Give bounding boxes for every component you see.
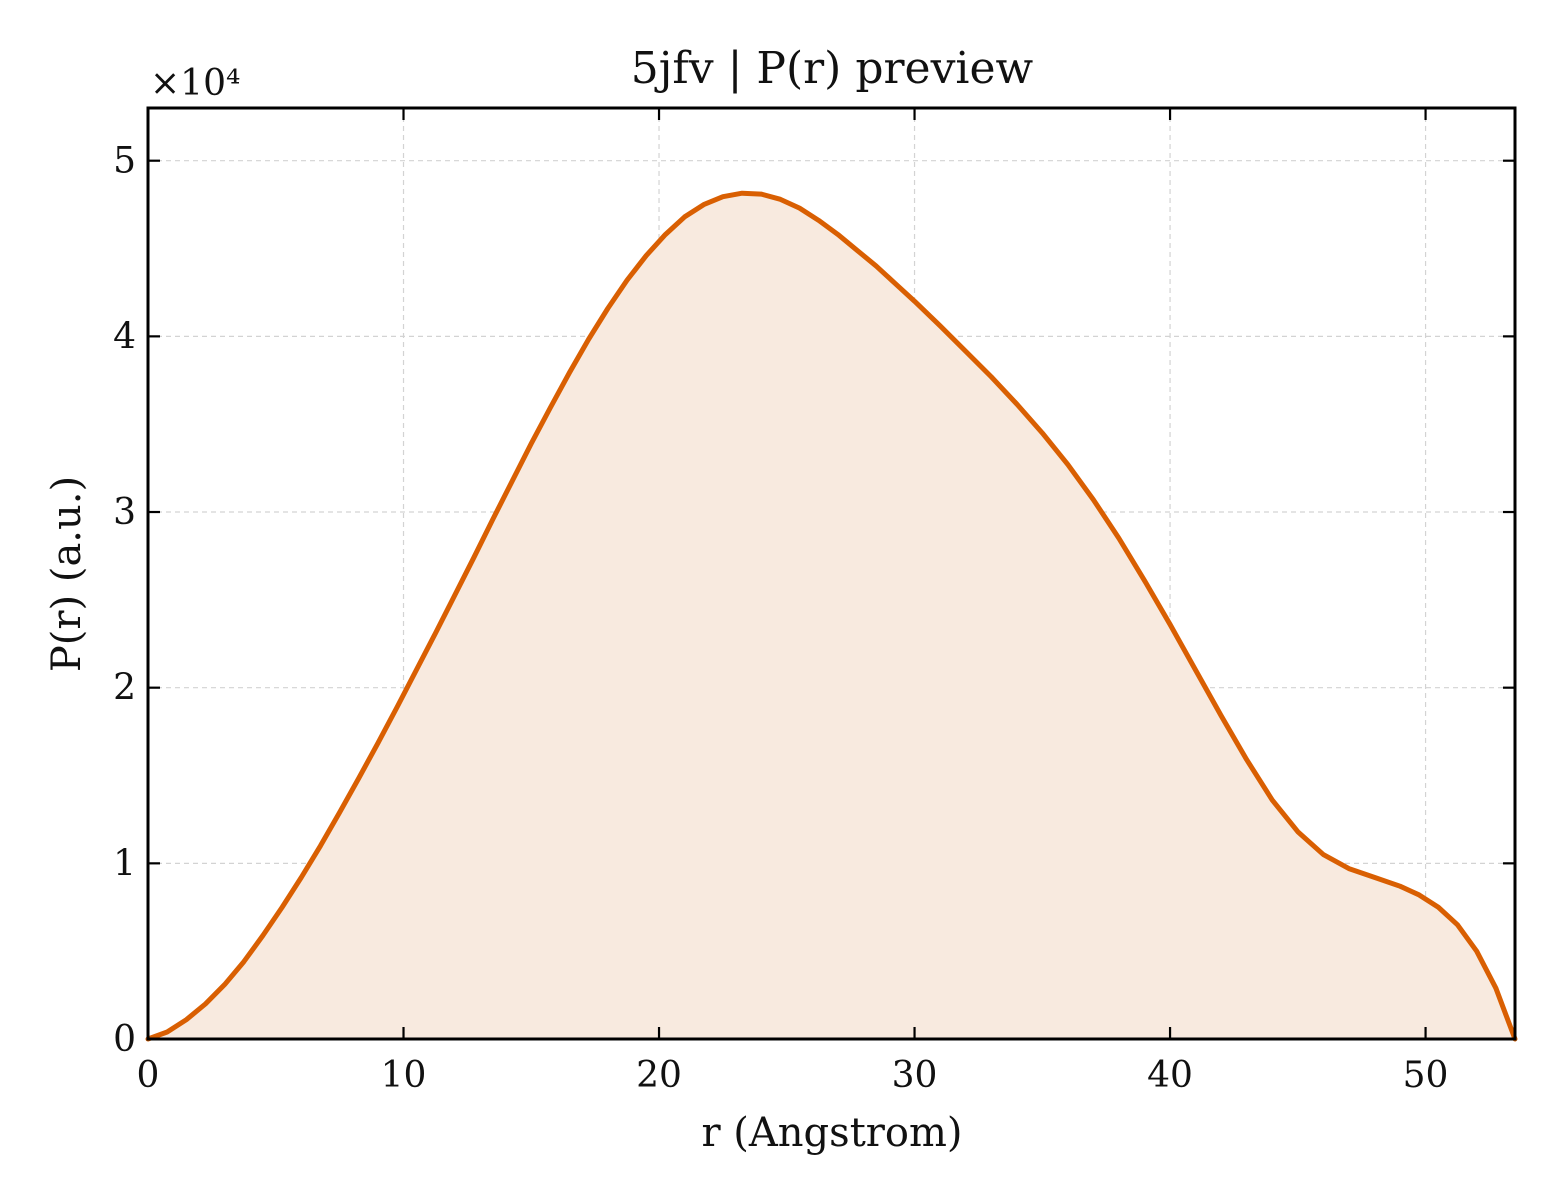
area-layer bbox=[148, 193, 1515, 1039]
tick-layer: 0 10 20 30 40 50 0 1 2 3 4 5 bbox=[113, 108, 1515, 1096]
y-tick-label: 0 bbox=[113, 1019, 136, 1060]
x-axis-label: r (Angstrom) bbox=[701, 1110, 962, 1156]
plot-frame bbox=[146, 106, 1517, 1041]
line-layer bbox=[145, 190, 1518, 1042]
x-tick-label: 40 bbox=[1147, 1055, 1193, 1096]
x-tick-label: 30 bbox=[892, 1055, 938, 1096]
y-scale-offset-label: ×10⁴ bbox=[150, 63, 240, 104]
chart-title: 5jfv | P(r) preview bbox=[631, 43, 1034, 94]
x-tick-label: 50 bbox=[1403, 1055, 1449, 1096]
y-tick-label: 4 bbox=[113, 316, 136, 357]
x-tick-label: 0 bbox=[137, 1055, 160, 1096]
x-tick-label: 20 bbox=[636, 1055, 682, 1096]
y-axis-label: P(r) (a.u.) bbox=[44, 476, 90, 672]
x-tick-label: 10 bbox=[381, 1055, 427, 1096]
y-tick-label: 2 bbox=[113, 668, 136, 709]
series-area-fill bbox=[148, 193, 1515, 1039]
y-tick-label: 1 bbox=[113, 843, 136, 884]
y-tick-label: 3 bbox=[113, 492, 136, 533]
y-tick-label: 5 bbox=[113, 141, 136, 182]
series-line bbox=[145, 190, 1518, 1042]
